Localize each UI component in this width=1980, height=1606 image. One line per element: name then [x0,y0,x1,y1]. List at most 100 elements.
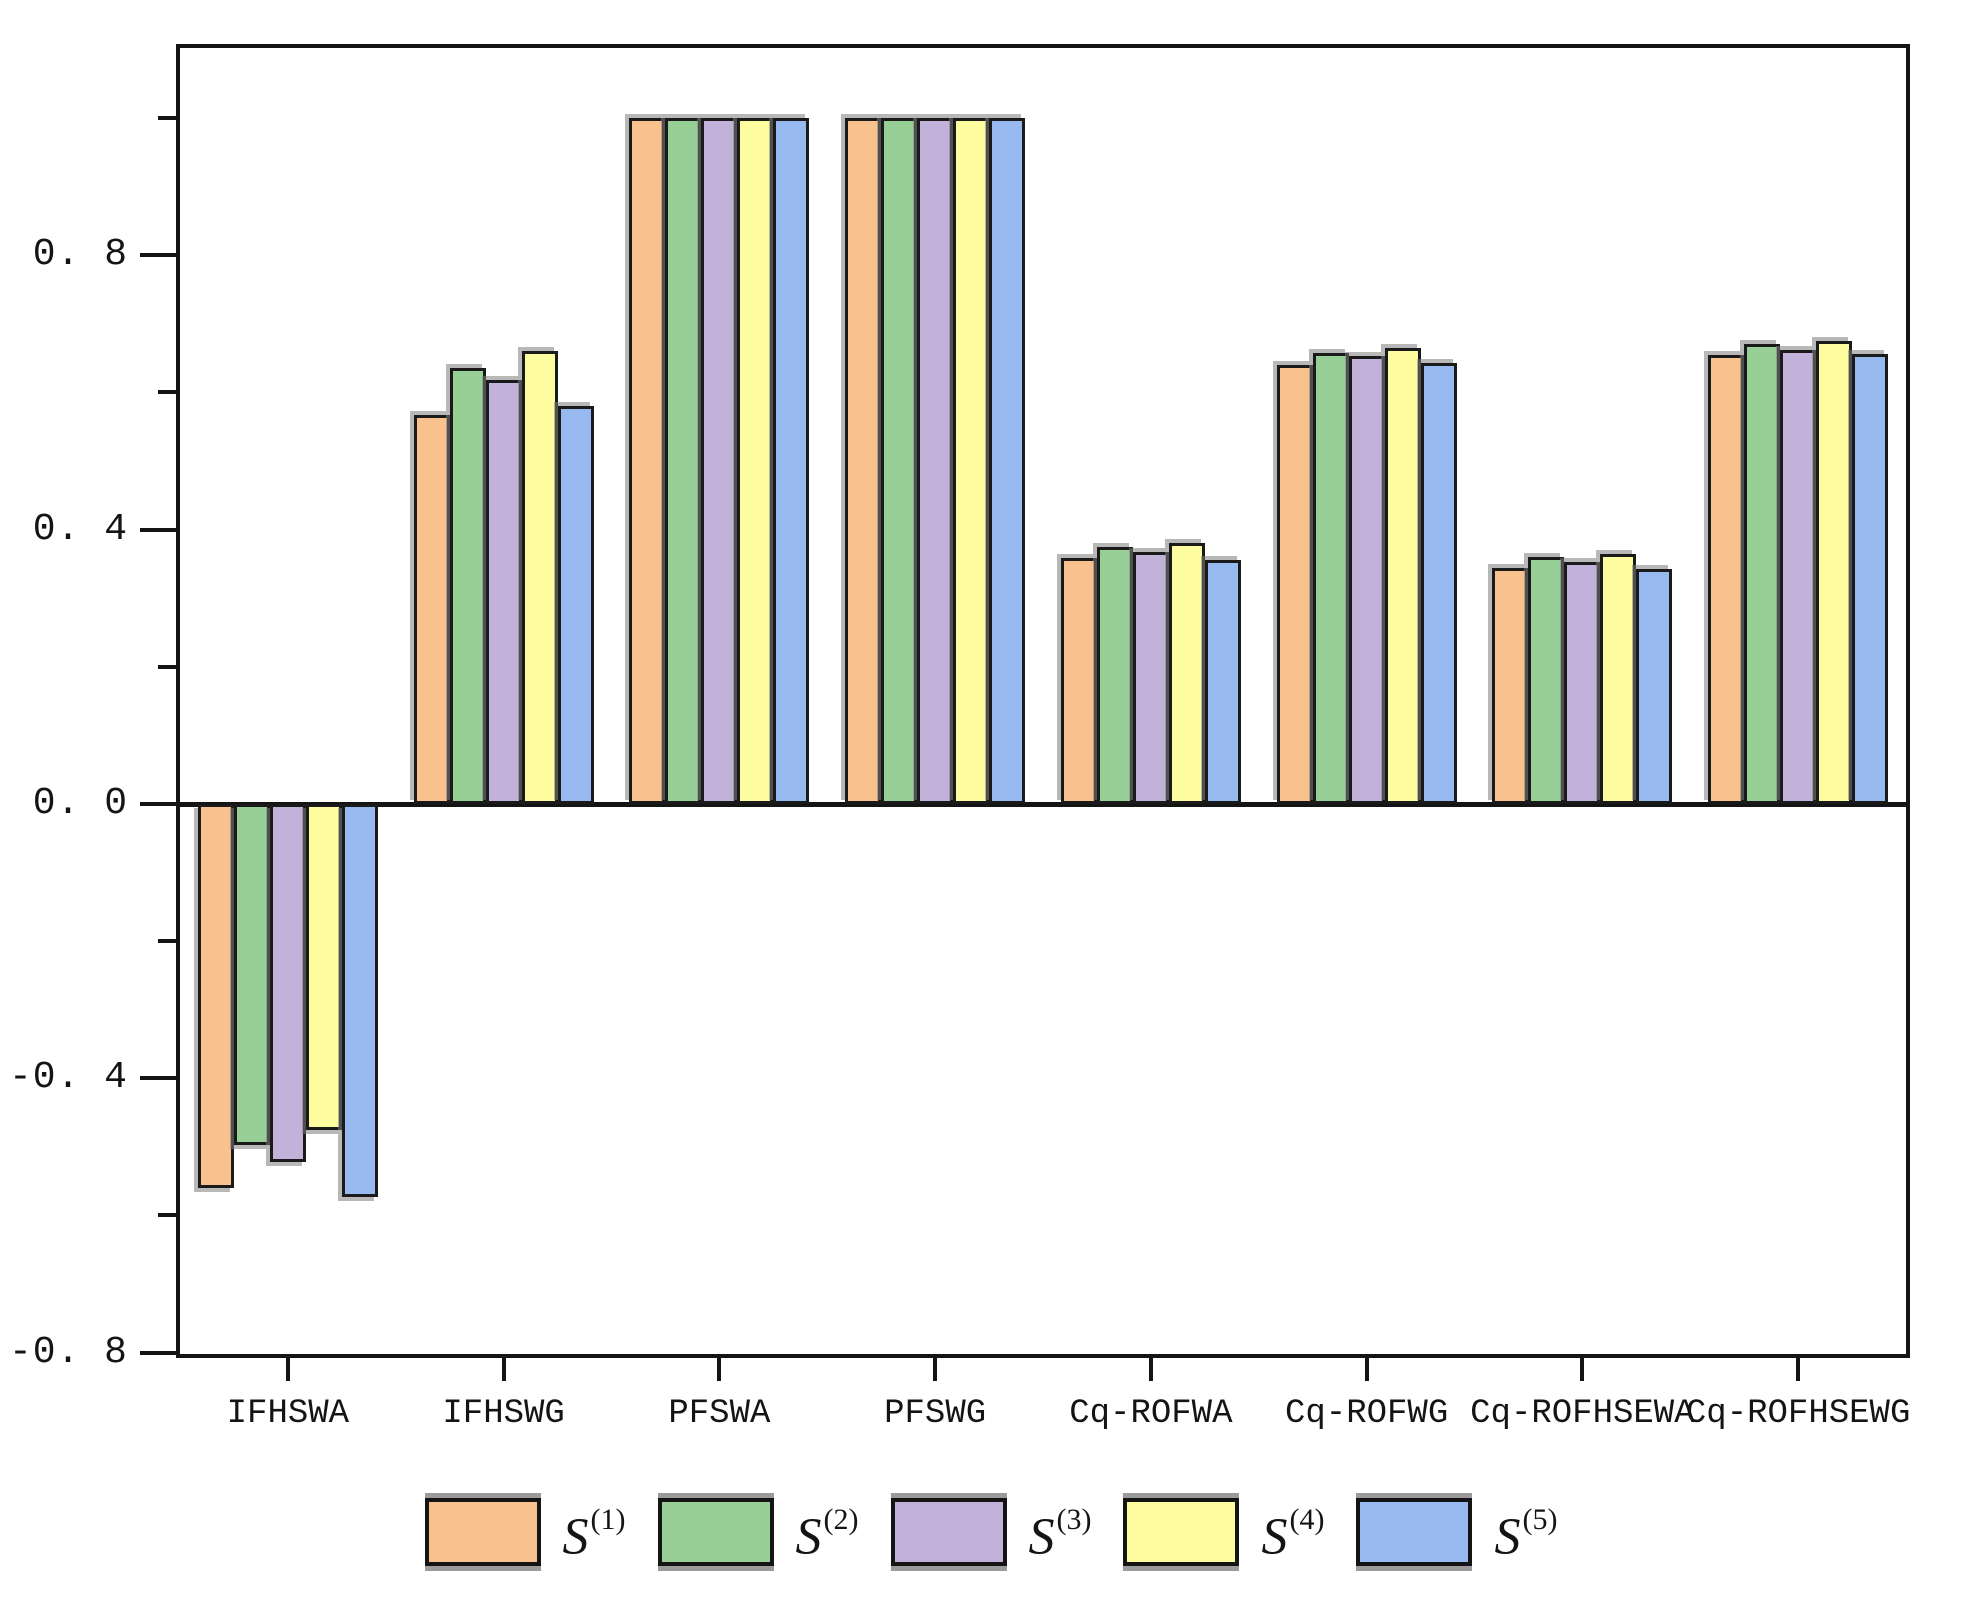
legend: S(1) S(2) S(3) S(4) S(5) [0,1492,1980,1571]
bar-PFSWG-S5 [989,117,1026,804]
bar-PFSWA-S3 [701,117,738,804]
y-tick-label: 0. 0 [32,781,128,825]
y-major-tick [140,1350,180,1355]
x-tick [933,1356,938,1381]
bar-Cq-ROFHSEWG-S3 [1780,349,1817,804]
bar-IFHSWA-S5 [341,803,378,1197]
y-tick-label: -0. 8 [8,1330,128,1374]
x-tick [1580,1356,1585,1381]
bar-IFHSWG-S5 [557,406,594,804]
bar-PFSWG-S3 [917,117,954,804]
bar-PFSWG-S4 [953,117,990,804]
bar-Cq-ROFWG-S2 [1312,352,1349,804]
bar-Cq-ROFWA-S5 [1204,559,1241,804]
legend-item-S5: S(5) [1356,1492,1558,1571]
category-label-Cq-ROFWG: Cq-ROFWG [1285,1395,1449,1433]
legend-label-S5: S(5) [1494,1492,1558,1571]
y-tick-label: -0. 4 [8,1056,128,1100]
plot-area [180,48,1906,1354]
bar-PFSWG-S2 [881,117,918,804]
bar-IFHSWA-S3 [269,803,306,1162]
legend-item-S1: S(1) [424,1492,626,1571]
y-minor-tick [158,664,180,669]
legend-swatch-S5 [1356,1497,1473,1566]
legend-item-S4: S(4) [1123,1492,1325,1571]
category-label-PFSWA: PFSWA [668,1395,771,1433]
y-major-tick [140,1076,180,1081]
legend-series-name: S [1494,1508,1521,1566]
bar-Cq-ROFWG-S3 [1348,355,1385,804]
bar-IFHSWG-S1 [413,414,450,804]
bar-Cq-ROFHSEWG-S5 [1852,353,1889,804]
legend-label-S1: S(1) [562,1492,626,1571]
legend-series-name: S [1028,1508,1055,1566]
bar-Cq-ROFWA-S3 [1132,552,1169,804]
category-label-PFSWG: PFSWG [884,1395,987,1433]
legend-label-S2: S(2) [795,1492,859,1571]
bar-Cq-ROFHSEWG-S2 [1744,344,1781,804]
legend-series-name: S [562,1508,589,1566]
legend-series-name: S [1261,1508,1288,1566]
category-label-IFHSWG: IFHSWG [442,1395,565,1433]
legend-label-S3: S(3) [1028,1492,1092,1571]
y-minor-tick [158,115,180,120]
bar-Cq-ROFWA-S4 [1168,543,1205,804]
legend-item-S2: S(2) [657,1492,859,1571]
bar-IFHSWA-S1 [197,803,234,1188]
y-major-tick [140,801,180,806]
category-label-Cq-ROFHSEWG: Cq-ROFHSEWG [1685,1395,1911,1433]
legend-swatch-S3 [890,1497,1007,1566]
x-tick [1796,1356,1801,1381]
bar-Cq-ROFHSEWG-S1 [1708,355,1745,804]
legend-swatch-S2 [657,1497,774,1566]
zero-axis-line [180,801,1906,807]
bar-Cq-ROFHSEWA-S3 [1564,561,1601,804]
bar-IFHSWG-S4 [521,351,558,804]
bar-Cq-ROFWG-S5 [1420,362,1457,804]
bar-Cq-ROFHSEWA-S5 [1636,568,1673,804]
bar-Cq-ROFWG-S4 [1384,347,1421,804]
legend-label-S4: S(4) [1261,1492,1325,1571]
legend-series-name: S [795,1508,822,1566]
bar-IFHSWA-S4 [305,803,342,1130]
legend-swatch-S1 [424,1497,541,1566]
bar-Cq-ROFHSEWA-S2 [1528,556,1565,804]
bar-IFHSWG-S2 [449,367,486,804]
category-label-IFHSWA: IFHSWA [226,1395,350,1433]
bar-IFHSWA-S2 [233,803,270,1146]
bar-PFSWG-S1 [845,117,882,804]
bar-PFSWA-S5 [773,117,810,804]
y-major-tick [140,253,180,258]
bar-PFSWA-S1 [629,117,666,804]
y-major-tick [140,527,180,532]
y-minor-tick [158,1213,180,1218]
bar-PFSWA-S4 [737,117,774,804]
bar-PFSWA-S2 [665,117,702,804]
bar-Cq-ROFHSEWA-S4 [1600,554,1637,804]
y-minor-tick [158,390,180,395]
legend-series-superscript: (1) [590,1503,626,1536]
y-minor-tick [158,939,180,944]
x-tick [1364,1356,1369,1381]
x-tick [1148,1356,1153,1381]
legend-item-S3: S(3) [890,1492,1092,1571]
x-tick [501,1356,506,1381]
bar-IFHSWG-S3 [485,379,522,804]
bar-Cq-ROFWA-S2 [1096,546,1133,804]
bar-Cq-ROFHSEWG-S4 [1816,340,1853,804]
legend-series-superscript: (2) [823,1503,859,1536]
legend-swatch-S4 [1123,1497,1240,1566]
legend-series-superscript: (4) [1289,1503,1325,1536]
legend-series-superscript: (5) [1522,1503,1558,1536]
x-tick [285,1356,290,1381]
category-label-Cq-ROFHSEWA: Cq-ROFHSEWA [1470,1395,1695,1433]
bar-Cq-ROFHSEWA-S1 [1492,567,1529,804]
y-tick-label: 0. 8 [32,233,128,277]
bar-Cq-ROFWG-S1 [1276,364,1313,804]
category-label-Cq-ROFWA: Cq-ROFWA [1069,1395,1233,1433]
x-tick [717,1356,722,1381]
bar-Cq-ROFWA-S1 [1060,557,1097,804]
y-tick-label: 0. 4 [32,507,128,551]
legend-series-superscript: (3) [1056,1503,1092,1536]
